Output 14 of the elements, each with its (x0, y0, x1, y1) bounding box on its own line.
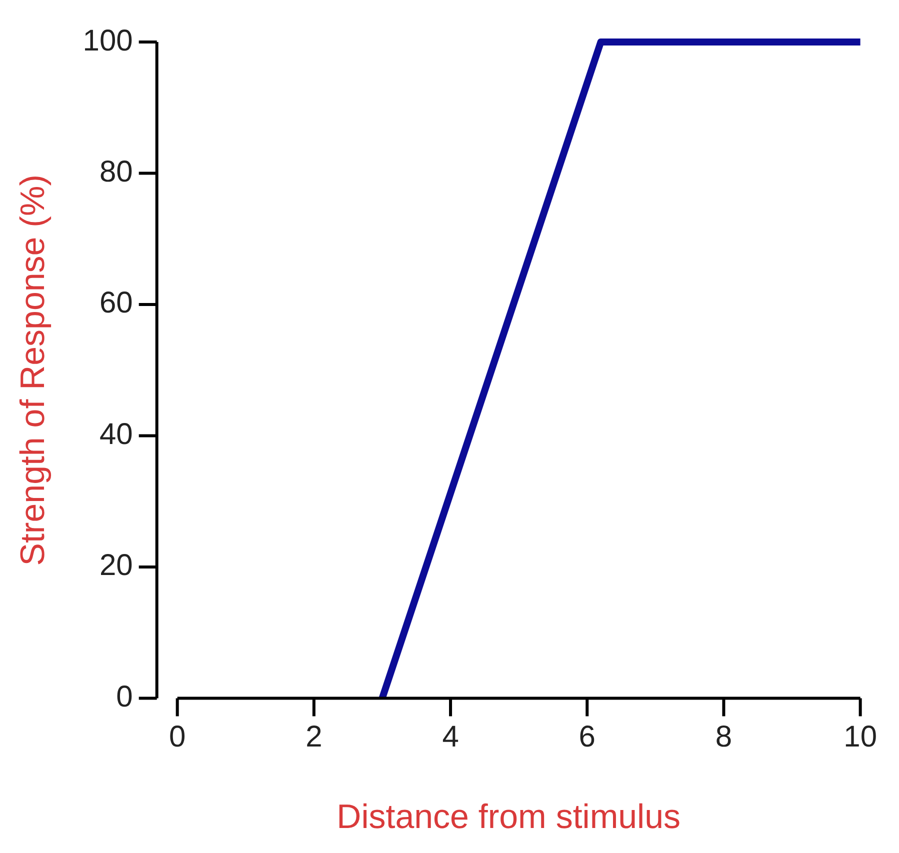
y-tick-label: 80 (99, 156, 133, 189)
y-tick-label: 20 (99, 549, 133, 582)
y-tick-label: 0 (116, 680, 133, 714)
y-tick-label: 60 (99, 286, 133, 320)
x-tick-label: 10 (844, 720, 878, 754)
x-tick-label: 0 (169, 720, 186, 754)
y-tick-label: 40 (99, 418, 133, 451)
x-tick-label: 8 (715, 720, 732, 754)
x-tick-label: 2 (306, 720, 322, 754)
y-tick-label: 100 (82, 24, 133, 58)
x-tick-label: 6 (578, 720, 596, 754)
y-axis-title: Strength of Response (%) (14, 174, 52, 566)
x-tick-label: 4 (442, 720, 459, 754)
x-axis-title: Distance from stimulus (336, 798, 681, 836)
